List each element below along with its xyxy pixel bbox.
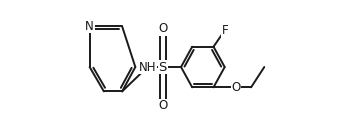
Text: O: O bbox=[231, 81, 241, 94]
Text: O: O bbox=[158, 22, 168, 35]
Text: O: O bbox=[158, 99, 168, 112]
Text: NH: NH bbox=[139, 60, 156, 74]
Text: F: F bbox=[221, 24, 228, 37]
Text: N: N bbox=[85, 20, 94, 33]
Text: S: S bbox=[159, 60, 167, 74]
